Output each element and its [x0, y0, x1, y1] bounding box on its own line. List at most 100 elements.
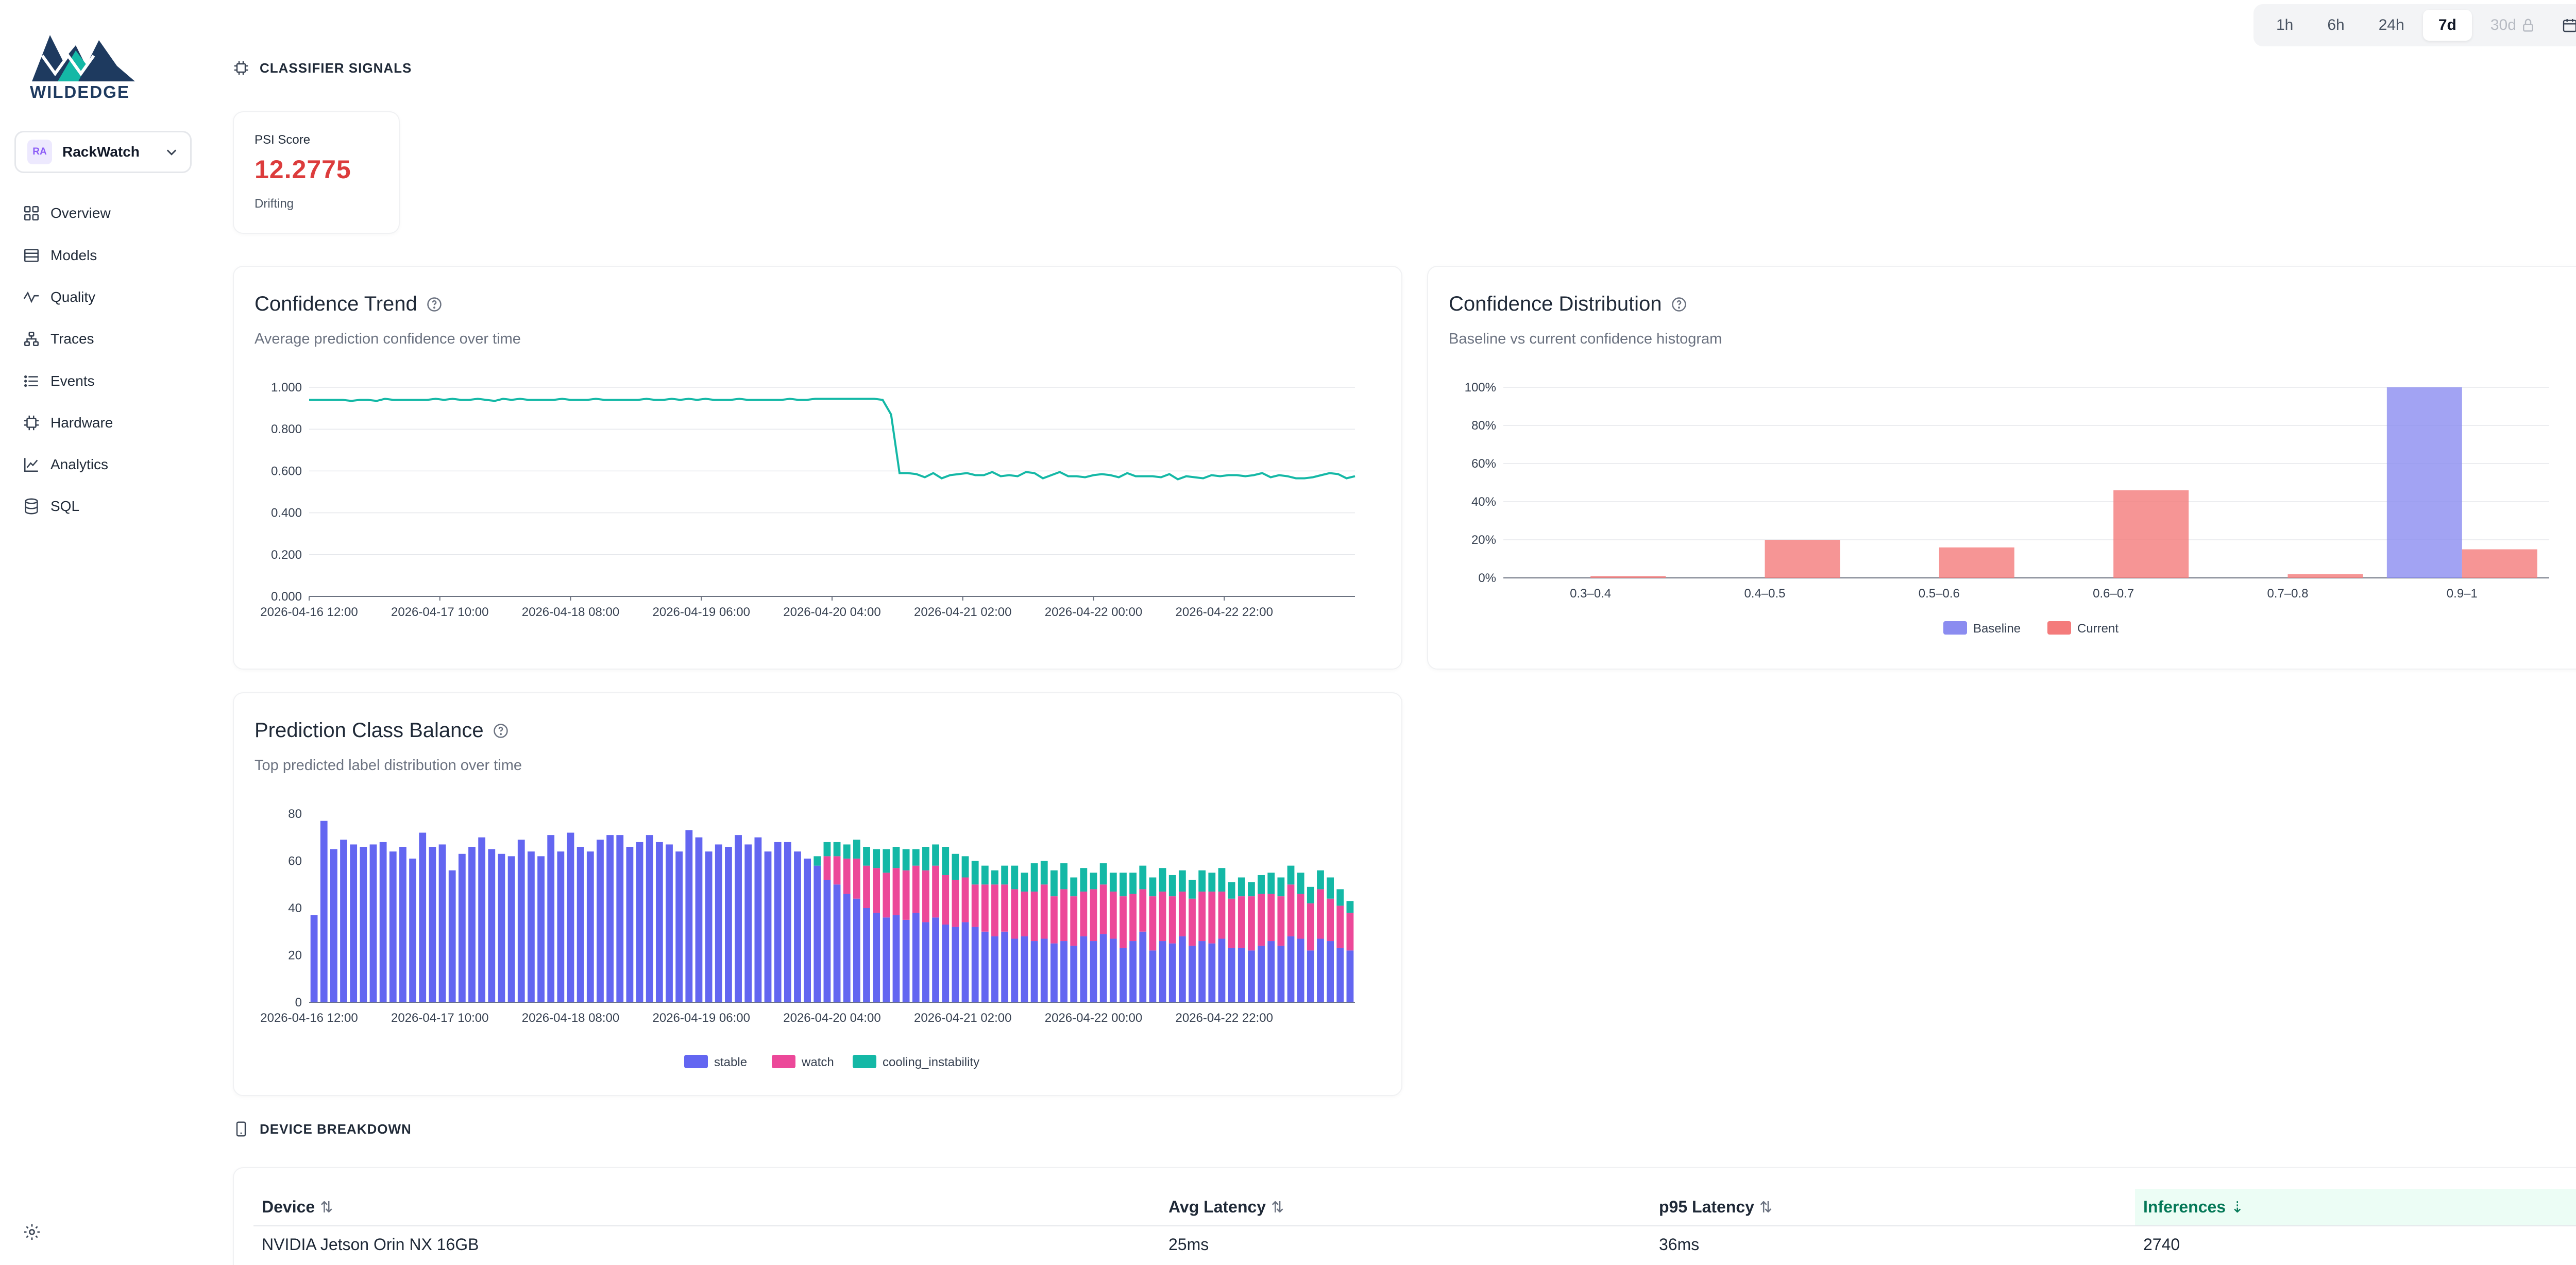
stable-bar: [655, 842, 663, 1002]
col-inferences[interactable]: Inferences ⇣: [2135, 1189, 2576, 1226]
cooling_instability-bar: [1090, 873, 1097, 890]
watch-bar: [1120, 896, 1127, 948]
cooling_instability-bar: [1238, 877, 1245, 897]
x-tick-label: 0.3–0.4: [1570, 587, 1611, 601]
stable-bar: [528, 851, 535, 1002]
stable-bar: [448, 870, 456, 1002]
confidence-distribution-chart: 0% 20% 40% 60% 80% 100% 0.3–0.4 0.4–0.5 0.5–0.6 0…: [1465, 381, 2549, 636]
y-tick-label: 100%: [1465, 381, 1496, 395]
table-row[interactable]: NVIDIA Jetson Orin NX 16GB 25ms 36ms 274…: [253, 1226, 2576, 1263]
watch-bar: [1287, 884, 1295, 936]
nav-sql[interactable]: SQL: [23, 492, 79, 521]
col-label: p95 Latency: [1659, 1198, 1754, 1216]
confidence-distribution-card: 0% 20% 40% 60% 80% 100% 0.3–0.4 0.4–0.5 0.5–0.6 0…: [1427, 266, 2576, 670]
cooling_instability-bar: [912, 849, 920, 866]
watch-bar: [1198, 891, 1206, 942]
y-tick-label: 80%: [1471, 419, 1496, 433]
y-tick-label: 40%: [1471, 495, 1496, 509]
range-7d[interactable]: 7d: [2422, 10, 2472, 41]
watch-bar: [1050, 896, 1058, 944]
col-avg-latency[interactable]: Avg Latency ⇅: [1160, 1189, 1651, 1226]
stable-bar: [873, 913, 880, 1002]
cooling_instability-bar: [1297, 873, 1304, 894]
legend-label: cooling_instability: [883, 1055, 979, 1069]
range-24h[interactable]: 24h: [2378, 16, 2404, 33]
help-icon[interactable]: [1671, 297, 1687, 312]
stable-bar: [1327, 941, 1334, 1002]
confidence-trend-title: Confidence Trend: [255, 293, 417, 315]
help-icon[interactable]: [427, 297, 442, 312]
cooling_instability-bar: [1287, 865, 1295, 885]
stable-bar: [369, 844, 377, 1002]
stable-bar: [409, 858, 416, 1002]
stable-bar: [705, 851, 713, 1002]
cooling_instability-bar: [1149, 877, 1157, 897]
confidence-trend-card: 0.000 0.200 0.400 0.600 0.800 1.000 2026-04-16…: [233, 266, 1402, 670]
nav-hardware[interactable]: Hardware: [23, 408, 113, 437]
stable-bar: [725, 847, 732, 1002]
watch-bar: [1277, 896, 1285, 946]
watch-bar: [1307, 903, 1314, 951]
watch-bar: [1317, 889, 1324, 939]
stable-bar: [1287, 936, 1295, 1002]
layers-icon: [24, 249, 39, 262]
baseline-bar: [2386, 387, 2462, 578]
range-30d[interactable]: 30d: [2475, 10, 2551, 41]
watch-bar: [1228, 898, 1235, 948]
sidebar: WILDEDGE RA RackWatch Overview Models Qu…: [0, 0, 211, 1265]
stable-bar: [1050, 943, 1058, 1002]
y-tick-label: 1.000: [271, 381, 302, 395]
nav-traces[interactable]: Traces: [23, 324, 94, 353]
cooling_instability-bar: [1139, 865, 1147, 890]
nav-events[interactable]: Events: [23, 367, 95, 396]
watch-bar: [981, 884, 989, 932]
calendar-button[interactable]: [2554, 10, 2576, 41]
col-p95-latency[interactable]: p95 Latency ⇅: [1651, 1189, 2135, 1226]
wildedge-logo[interactable]: [27, 25, 140, 102]
app-name: RackWatch: [62, 144, 140, 160]
current-bar: [1590, 576, 1666, 578]
nav-overview[interactable]: Overview: [23, 199, 111, 228]
watch-bar: [1129, 894, 1137, 942]
stable-bar: [597, 840, 604, 1002]
y-tick-label: 0.600: [271, 464, 302, 478]
watch-bar: [1178, 891, 1186, 936]
stable-bar: [1189, 946, 1196, 1002]
cooling_instability-bar: [1050, 870, 1058, 897]
stable-bar: [606, 835, 614, 1002]
watch-bar: [1297, 894, 1304, 939]
stable-bar: [1346, 950, 1354, 1002]
stable-bar: [764, 851, 772, 1002]
stable-bar: [419, 832, 427, 1002]
stable-bar: [774, 842, 782, 1002]
time-range-selector: 1h 6h 24h 7d 30d: [2253, 4, 2576, 46]
cooling_instability-bar: [1189, 880, 1196, 899]
help-icon[interactable]: [493, 723, 509, 739]
watch-bar: [991, 884, 998, 936]
gear-icon[interactable]: [23, 1223, 41, 1241]
stable-bar: [517, 840, 525, 1002]
nav-models[interactable]: Models: [23, 241, 97, 270]
stable-bar: [1297, 938, 1304, 1002]
stable-bar: [981, 931, 989, 1002]
range-6h[interactable]: 6h: [2327, 16, 2345, 33]
watch-bar: [1168, 896, 1176, 944]
logo-text: WILDEDGE: [30, 82, 130, 101]
nav-quality[interactable]: Quality: [23, 283, 95, 312]
cooling_instability-bar: [991, 870, 998, 885]
stable-bar: [1168, 943, 1176, 1002]
app-selector[interactable]: RA RackWatch: [14, 131, 192, 173]
stable-bar: [567, 832, 574, 1002]
app-badge: RA: [27, 140, 52, 164]
cooling_instability-bar: [1228, 882, 1235, 899]
cooling_instability-bar: [1168, 875, 1176, 897]
nav-analytics[interactable]: Analytics: [23, 450, 108, 479]
stable-bar: [350, 844, 358, 1002]
section-title: CLASSIFIER SIGNALS: [260, 60, 412, 76]
stable-bar: [1149, 950, 1157, 1002]
range-1h[interactable]: 1h: [2276, 16, 2294, 33]
x-tick-label: 2026-04-17 10:00: [391, 1011, 489, 1025]
x-tick-label: 2026-04-20 04:00: [783, 1011, 881, 1025]
col-device[interactable]: Device ⇅: [253, 1189, 1160, 1226]
cooling_instability-bar: [932, 844, 939, 866]
